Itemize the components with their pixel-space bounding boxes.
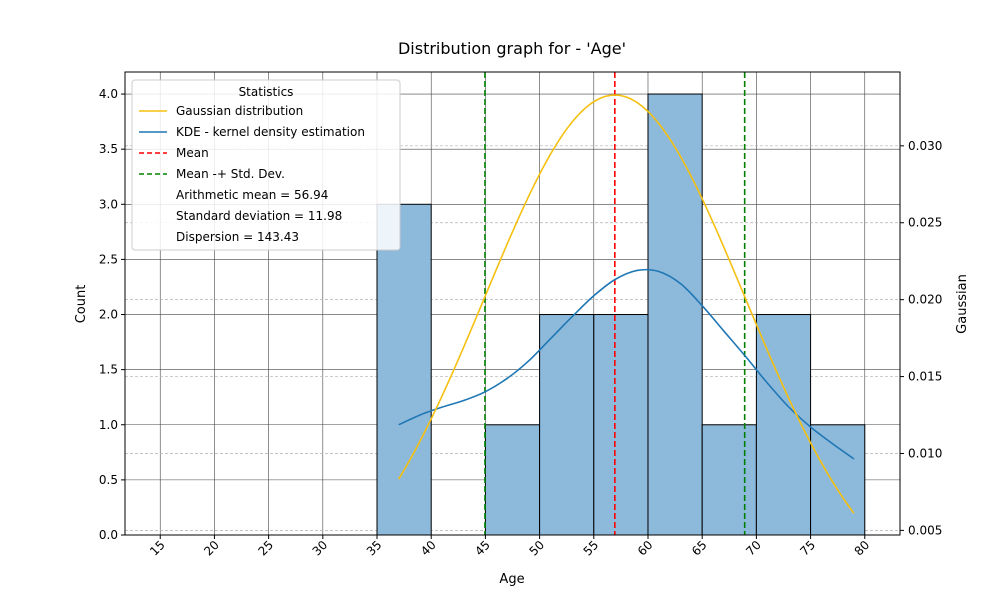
legend-title: Statistics [239,85,294,99]
y-tick-label: 2.5 [99,252,118,266]
x-tick-label: 15 [147,538,168,559]
x-tick-label: 55 [581,538,602,559]
y-tick-label: 2.0 [99,308,118,322]
x-tick-label: 75 [797,538,818,559]
x-tick-label: 45 [472,538,493,559]
x-tick-label: 60 [635,538,656,559]
y-tick-label: 4.0 [99,87,118,101]
legend-stat: Arithmetic mean = 56.94 [176,188,328,202]
y2-tick-label: 0.005 [908,523,942,537]
y2-tick-label: 0.010 [908,446,942,460]
y2-axis-label: Gaussian [955,274,970,334]
y-tick-label: 3.0 [99,197,118,211]
histogram-bar [484,424,541,536]
y-tick-label: 0.5 [99,473,118,487]
legend-stat: Dispersion = 143.43 [176,230,299,244]
legend-label: Gaussian distribution [176,104,303,118]
plot-frame [124,71,901,536]
x-tick-label: 80 [852,538,873,559]
histogram-bar [539,314,595,536]
histogram-bar [701,424,757,536]
y2-tick-label: 0.015 [908,370,942,384]
y2-tick-label: 0.030 [908,139,942,153]
reference-lines [484,72,746,535]
histogram-bar [376,203,432,536]
legend-stat: Standard deviation = 11.98 [176,209,342,223]
y-tick-label: 3.5 [99,142,118,156]
histogram-bar [593,314,649,536]
x-tick-label: 50 [526,538,547,559]
y-tick-label: 1.5 [99,363,118,377]
x-tick-label: 25 [255,538,276,559]
y2-tick-label: 0.025 [908,216,942,230]
legend: Statistics Gaussian distribution KDE - ker… [131,79,401,251]
gaussian-curve [398,94,855,514]
chart-title: Distribution graph for - 'Age' [398,39,626,58]
x-axis-label: Age [499,572,524,587]
legend-label: Mean -+ Std. Dev. [176,167,285,181]
legend-box [131,79,401,251]
curves [398,94,855,514]
histogram-bars [376,93,866,536]
x-tick-label: 40 [418,538,439,559]
y-tick-label: 1.0 [99,418,118,432]
y-tick-label: 0.0 [99,528,118,542]
x-tick-label: 30 [310,538,331,559]
histogram-bar [755,314,812,536]
kde-curve [398,268,855,460]
legend-label: KDE - kernel density estimation [176,125,365,139]
x-tick-label: 70 [743,538,764,559]
legend-label: Mean [176,146,209,160]
x-tick-label: 65 [689,538,710,559]
x-tick-label: 35 [364,538,385,559]
y-axis-label: Count [74,285,89,324]
histogram-bar [647,93,703,536]
histogram-bar [810,424,866,536]
y2-tick-label: 0.020 [908,293,942,307]
x-tick-label: 20 [201,538,222,559]
